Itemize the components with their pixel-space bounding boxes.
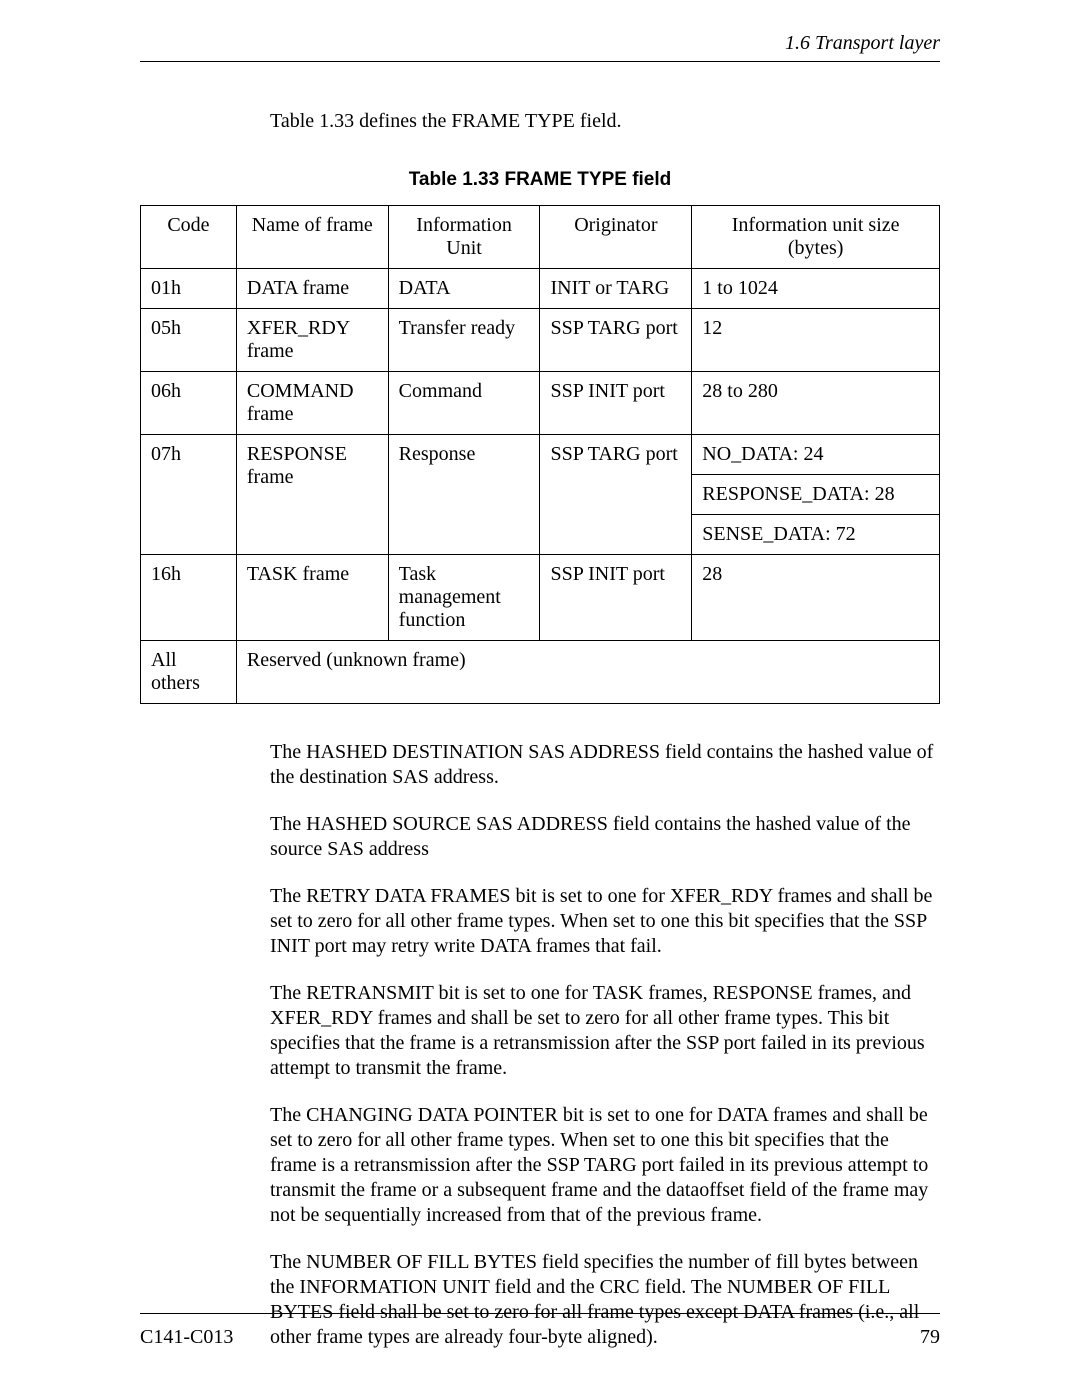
cell-size: NO_DATA: 24	[692, 435, 940, 475]
col-header-code: Code	[141, 206, 237, 269]
cell-name: COMMAND frame	[236, 372, 388, 435]
cell-size: 1 to 1024	[692, 269, 940, 309]
body-paragraph: The RETRANSMIT bit is set to one for TAS…	[270, 981, 940, 1081]
body-paragraph: The HASHED DESTINATION SAS ADDRESS field…	[270, 740, 940, 790]
table-row: 06hCOMMAND frameCommandSSP INIT port28 t…	[141, 372, 940, 435]
cell-info: Transfer ready	[388, 309, 540, 372]
intro-text: Table 1.33 defines the FRAME TYPE field.	[270, 110, 940, 133]
col-header-info: Information Unit	[388, 206, 540, 269]
cell-orig: SSP INIT port	[540, 372, 692, 435]
cell-orig: SSP TARG port	[540, 435, 692, 555]
table-row: All othersReserved (unknown frame)	[141, 641, 940, 704]
cell-name: TASK frame	[236, 555, 388, 641]
cell-size: RESPONSE_DATA: 28	[692, 475, 940, 515]
table-row: 05hXFER_RDY frameTransfer readySSP TARG …	[141, 309, 940, 372]
page-number: 79	[920, 1326, 940, 1349]
cell-name: DATA frame	[236, 269, 388, 309]
cell-code: All others	[141, 641, 237, 704]
body-paragraph: The RETRY DATA FRAMES bit is set to one …	[270, 884, 940, 959]
cell-code: 16h	[141, 555, 237, 641]
table-title: Table 1.33 FRAME TYPE field	[140, 169, 940, 191]
cell-size: SENSE_DATA: 72	[692, 515, 940, 555]
table-row: 07hRESPONSE frameResponseSSP TARG portNO…	[141, 435, 940, 475]
cell-code: 05h	[141, 309, 237, 372]
body-paragraph: The CHANGING DATA POINTER bit is set to …	[270, 1103, 940, 1228]
section-label: 1.6 Transport layer	[785, 32, 940, 54]
body-text: The HASHED DESTINATION SAS ADDRESS field…	[270, 740, 940, 1350]
table-header-row: Code Name of frame Information Unit Orig…	[141, 206, 940, 269]
cell-info: Command	[388, 372, 540, 435]
cell-code: 07h	[141, 435, 237, 555]
col-header-size: Information unit size (bytes)	[692, 206, 940, 269]
cell-code: 01h	[141, 269, 237, 309]
col-header-name: Name of frame	[236, 206, 388, 269]
doc-id: C141-C013	[140, 1326, 233, 1349]
cell-code: 06h	[141, 372, 237, 435]
cell-size: 28 to 280	[692, 372, 940, 435]
page-header: 1.6 Transport layer	[140, 32, 940, 62]
page-footer: C141-C013 79	[140, 1313, 940, 1349]
cell-size: 12	[692, 309, 940, 372]
page: 1.6 Transport layer Table 1.33 defines t…	[0, 0, 1080, 1397]
body-paragraph: The HASHED SOURCE SAS ADDRESS field cont…	[270, 812, 940, 862]
cell-merged: Reserved (unknown frame)	[236, 641, 939, 704]
table-row: 01hDATA frameDATAINIT or TARG1 to 1024	[141, 269, 940, 309]
col-header-orig: Originator	[540, 206, 692, 269]
cell-orig: SSP TARG port	[540, 309, 692, 372]
cell-name: RESPONSE frame	[236, 435, 388, 555]
cell-size: 28	[692, 555, 940, 641]
cell-info: DATA	[388, 269, 540, 309]
cell-orig: INIT or TARG	[540, 269, 692, 309]
cell-name: XFER_RDY frame	[236, 309, 388, 372]
cell-info: Response	[388, 435, 540, 555]
frame-type-table: Code Name of frame Information Unit Orig…	[140, 205, 940, 704]
cell-info: Task management function	[388, 555, 540, 641]
cell-orig: SSP INIT port	[540, 555, 692, 641]
table-row: 16hTASK frameTask management functionSSP…	[141, 555, 940, 641]
